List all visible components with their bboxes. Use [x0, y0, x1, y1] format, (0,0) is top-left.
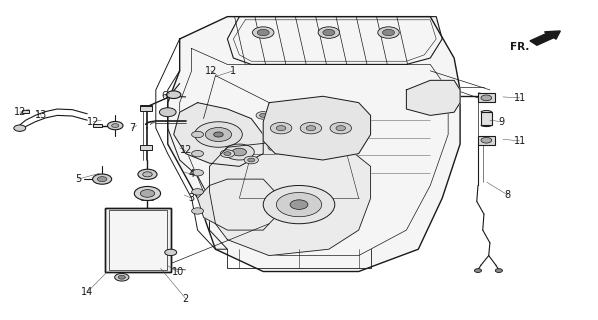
- Circle shape: [167, 91, 181, 99]
- Text: 3: 3: [188, 193, 195, 203]
- Text: 12: 12: [179, 146, 192, 156]
- FancyArrow shape: [530, 31, 560, 45]
- Bar: [478, 136, 495, 145]
- Circle shape: [336, 125, 346, 131]
- Text: 14: 14: [81, 287, 93, 297]
- Bar: [93, 124, 102, 127]
- Circle shape: [224, 152, 231, 156]
- Circle shape: [14, 125, 26, 131]
- Circle shape: [318, 27, 340, 38]
- Text: 11: 11: [514, 93, 526, 103]
- Circle shape: [300, 123, 322, 134]
- Text: 4: 4: [188, 169, 195, 179]
- Circle shape: [191, 208, 203, 214]
- Text: 12: 12: [14, 107, 26, 117]
- Circle shape: [191, 131, 203, 138]
- Circle shape: [141, 190, 155, 197]
- Circle shape: [213, 132, 223, 137]
- Circle shape: [248, 158, 255, 162]
- Text: 12: 12: [87, 117, 99, 127]
- Circle shape: [244, 156, 258, 164]
- Text: 1: 1: [230, 66, 236, 76]
- Polygon shape: [263, 96, 371, 160]
- Text: 2: 2: [182, 293, 189, 304]
- Bar: [141, 145, 152, 150]
- Circle shape: [191, 189, 203, 195]
- Bar: [22, 110, 29, 113]
- Circle shape: [306, 125, 316, 131]
- Text: 5: 5: [75, 174, 81, 184]
- Circle shape: [290, 200, 308, 209]
- Circle shape: [257, 29, 269, 36]
- Bar: [141, 107, 152, 111]
- Text: 7: 7: [129, 123, 135, 133]
- Circle shape: [283, 126, 291, 130]
- Circle shape: [378, 27, 399, 38]
- Circle shape: [260, 114, 267, 117]
- Circle shape: [191, 170, 203, 176]
- Circle shape: [220, 150, 234, 157]
- Circle shape: [165, 249, 176, 256]
- Circle shape: [495, 269, 502, 272]
- Bar: [105, 208, 170, 271]
- Text: 10: 10: [172, 267, 185, 277]
- Bar: [105, 208, 170, 271]
- Text: 6: 6: [161, 91, 168, 101]
- Circle shape: [474, 269, 481, 272]
- Circle shape: [330, 123, 352, 134]
- Circle shape: [270, 123, 292, 134]
- Circle shape: [481, 95, 492, 101]
- Circle shape: [323, 29, 335, 36]
- Circle shape: [280, 124, 294, 132]
- Circle shape: [256, 112, 270, 119]
- Circle shape: [268, 143, 282, 151]
- Circle shape: [115, 273, 129, 281]
- Circle shape: [118, 275, 126, 279]
- Circle shape: [112, 124, 119, 127]
- Circle shape: [252, 27, 274, 38]
- Polygon shape: [173, 103, 263, 166]
- Circle shape: [276, 125, 286, 131]
- Bar: [481, 112, 492, 125]
- Polygon shape: [209, 141, 371, 256]
- Polygon shape: [227, 17, 442, 64]
- Circle shape: [108, 122, 123, 130]
- Text: FR.: FR.: [509, 42, 529, 52]
- Circle shape: [224, 144, 254, 160]
- Circle shape: [160, 108, 176, 117]
- Text: 11: 11: [514, 136, 526, 146]
- Text: 12: 12: [205, 66, 217, 76]
- Circle shape: [135, 187, 161, 200]
- Text: 13: 13: [35, 110, 47, 120]
- Circle shape: [383, 29, 395, 36]
- Polygon shape: [197, 179, 275, 230]
- Circle shape: [271, 145, 279, 149]
- Text: 9: 9: [499, 117, 505, 127]
- Polygon shape: [407, 80, 460, 116]
- Circle shape: [194, 122, 242, 147]
- Bar: [478, 93, 495, 102]
- Circle shape: [205, 127, 231, 141]
- Circle shape: [97, 177, 107, 182]
- Bar: [109, 210, 167, 270]
- Circle shape: [263, 186, 335, 224]
- Polygon shape: [168, 17, 460, 271]
- Circle shape: [191, 150, 203, 157]
- Bar: [141, 105, 152, 109]
- Circle shape: [481, 137, 492, 143]
- Circle shape: [232, 148, 246, 156]
- Circle shape: [276, 193, 322, 217]
- Circle shape: [93, 174, 112, 184]
- Circle shape: [143, 172, 152, 177]
- Circle shape: [138, 169, 157, 180]
- Text: 8: 8: [505, 190, 511, 200]
